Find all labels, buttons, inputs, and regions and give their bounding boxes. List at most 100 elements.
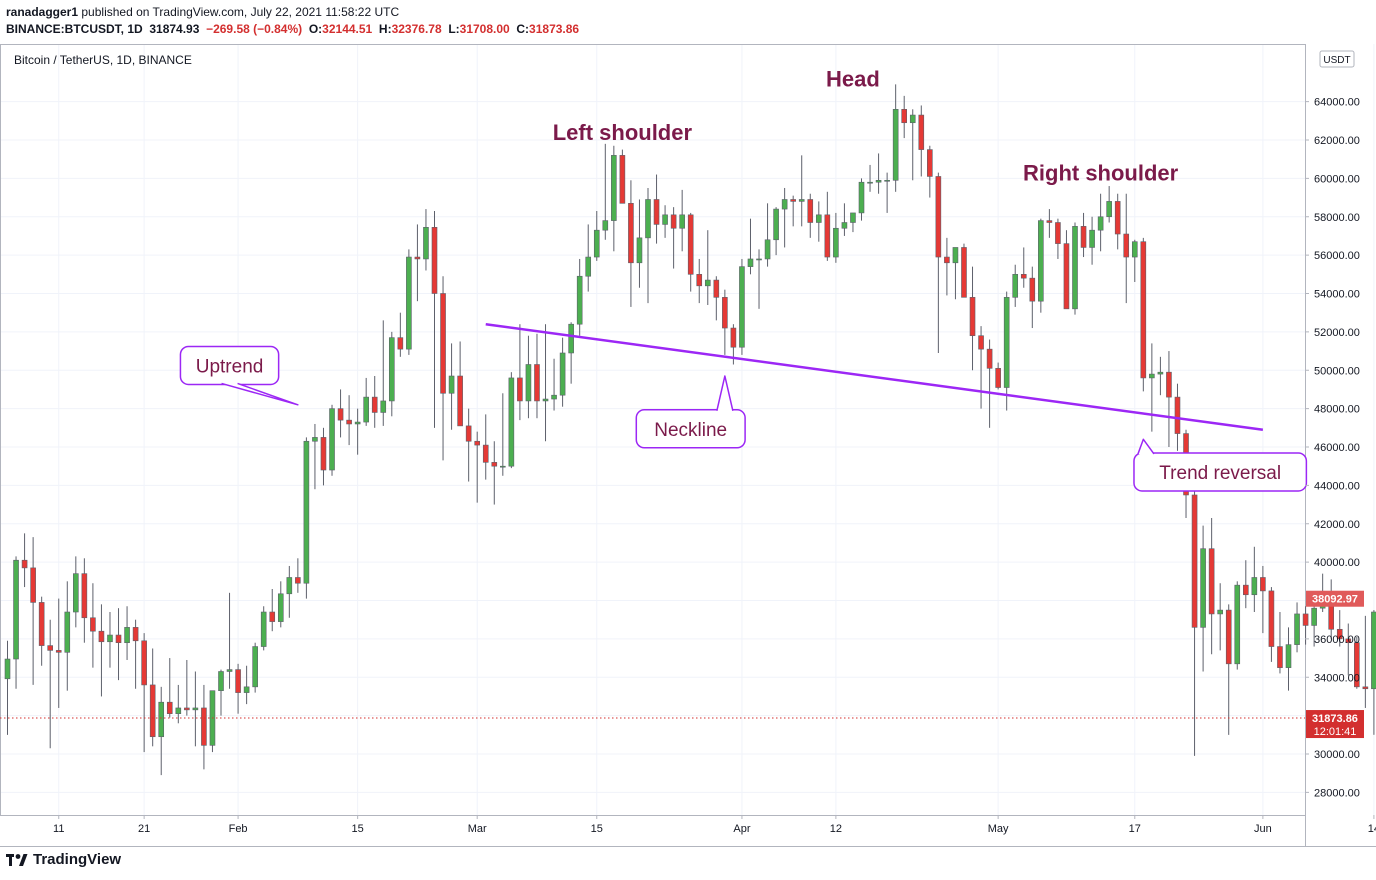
callout-text: Neckline <box>654 420 727 441</box>
y-tick-label: 60000.00 <box>1314 173 1360 185</box>
x-tick-label: 21 <box>138 823 150 835</box>
candle <box>175 684 182 724</box>
candle <box>440 276 446 461</box>
candle <box>525 335 532 419</box>
candle <box>867 164 873 192</box>
candle-body <box>1029 277 1036 302</box>
candle-body <box>1149 373 1155 379</box>
candle-body <box>1311 607 1317 626</box>
candle-body <box>1243 584 1249 596</box>
candle-body <box>457 375 463 427</box>
candle <box>1191 485 1198 756</box>
candle-body <box>978 335 984 350</box>
candle <box>371 376 378 428</box>
candle-body <box>1354 642 1360 688</box>
candle <box>978 326 984 409</box>
candle <box>756 249 762 309</box>
author-name[interactable]: ranadagger1 <box>6 5 79 19</box>
candle-body <box>875 179 882 183</box>
candle-body <box>790 199 796 202</box>
candle <box>969 266 976 371</box>
candle <box>935 172 942 353</box>
candle-body <box>380 400 387 413</box>
candle-body <box>628 203 634 264</box>
callout-pointer <box>221 382 299 406</box>
candle-body <box>1208 548 1215 615</box>
candle-body <box>4 658 11 680</box>
chart-frame <box>0 44 1376 847</box>
axes-layer: 28000.0030000.0032000.0034000.0036000.00… <box>53 50 1376 835</box>
y-tick-label: 44000.00 <box>1314 480 1360 492</box>
y-tick-label: 30000.00 <box>1314 749 1360 761</box>
candle-body <box>47 645 54 651</box>
close-label: C: <box>516 22 530 36</box>
candle-body <box>98 630 105 643</box>
currency-badge <box>1319 50 1355 68</box>
candle <box>1285 627 1292 691</box>
candle-body <box>619 155 626 204</box>
candle-body <box>696 274 703 287</box>
candle <box>1362 615 1369 708</box>
x-tick-label: 15 <box>352 823 364 835</box>
price-tag-label: 31873.86 <box>1312 713 1358 725</box>
candle-body <box>354 421 361 425</box>
candle <box>1131 239 1138 282</box>
candle <box>645 187 651 304</box>
chart-grid <box>0 44 1375 815</box>
candle-body <box>1166 371 1172 398</box>
brand-name: TradingView <box>33 851 122 868</box>
candle-body <box>252 646 258 688</box>
candle <box>30 537 36 685</box>
candle <box>1089 216 1095 265</box>
candle-body <box>679 214 685 229</box>
candle <box>670 207 677 269</box>
callout-text: Trend reversal <box>1159 463 1281 484</box>
candle <box>986 339 993 428</box>
candle <box>1200 525 1206 672</box>
candle <box>534 333 540 419</box>
candle <box>500 393 506 476</box>
close-value: 31873.86 <box>529 22 580 36</box>
candle-body <box>687 214 694 275</box>
candle-body <box>55 650 62 653</box>
candle <box>1080 212 1087 258</box>
candle <box>286 565 293 618</box>
candle <box>713 276 720 321</box>
candle-body <box>1225 609 1232 665</box>
x-tick-label: Apr <box>733 823 750 835</box>
candle <box>320 427 327 486</box>
candle-body <box>969 297 976 337</box>
candle <box>201 684 207 770</box>
candle-body <box>158 701 165 738</box>
candle-body <box>201 707 207 746</box>
candle <box>209 690 216 753</box>
candle <box>21 533 28 588</box>
candle-body <box>1234 584 1241 665</box>
candle-body <box>286 577 293 595</box>
candle-body <box>21 559 28 569</box>
candle <box>166 658 173 718</box>
callout: Neckline <box>635 375 746 449</box>
candle-body <box>431 227 438 294</box>
candle-body <box>833 227 839 258</box>
x-tick-label: Mar <box>468 823 487 835</box>
candle <box>491 441 498 505</box>
candle-body <box>525 364 532 402</box>
candle-body <box>1097 216 1104 231</box>
candle-body <box>1063 243 1070 310</box>
candle <box>55 598 62 708</box>
candle <box>585 224 592 292</box>
candle <box>38 596 45 666</box>
candle-body <box>841 222 848 229</box>
publish-text: published on TradingView.com, July 22, 2… <box>81 5 400 19</box>
candle <box>636 199 643 288</box>
candle <box>312 423 318 490</box>
candle <box>841 203 848 236</box>
candle <box>1149 343 1155 432</box>
y-tick-label: 34000.00 <box>1314 672 1360 684</box>
candle <box>346 395 352 446</box>
candle-body <box>423 227 429 260</box>
candle <box>406 249 412 355</box>
candle-body <box>1140 241 1147 379</box>
